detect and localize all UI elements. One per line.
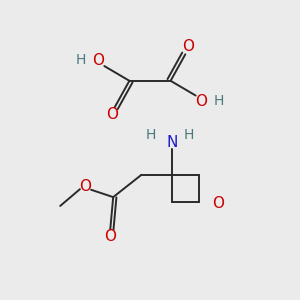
Text: O: O <box>106 107 118 122</box>
Text: H: H <box>184 128 194 142</box>
Text: H: H <box>76 53 86 67</box>
Text: O: O <box>92 53 104 68</box>
Text: O: O <box>79 179 91 194</box>
Text: H: H <box>146 128 156 142</box>
Text: O: O <box>104 230 116 244</box>
Text: O: O <box>182 39 194 54</box>
Text: O: O <box>212 196 224 211</box>
Text: N: N <box>167 135 178 150</box>
Text: H: H <box>214 94 224 108</box>
Text: O: O <box>196 94 208 109</box>
